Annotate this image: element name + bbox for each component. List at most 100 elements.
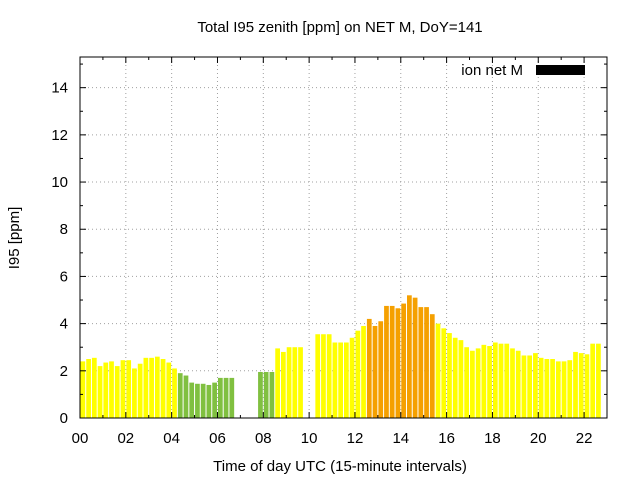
bar	[596, 343, 601, 418]
bar	[195, 383, 200, 418]
x-tick-label: 06	[209, 430, 226, 447]
bar	[447, 333, 452, 418]
bar	[321, 334, 326, 418]
bar	[458, 340, 464, 418]
legend-label: ion net M	[461, 62, 523, 79]
bar	[395, 308, 401, 418]
chart-title: Total I95 zenith [ppm] on NET M, DoY=141	[197, 19, 482, 36]
bar	[166, 362, 172, 418]
bar	[561, 361, 567, 418]
bar	[103, 362, 109, 418]
bar	[183, 375, 189, 418]
bar	[470, 350, 475, 418]
bar	[344, 342, 349, 418]
bar	[441, 328, 447, 418]
x-tick-label: 12	[347, 430, 364, 447]
bar	[361, 325, 366, 418]
x-tick-label: 02	[117, 430, 134, 447]
bar	[452, 337, 458, 418]
bar	[521, 355, 527, 418]
bar	[355, 330, 361, 418]
bar	[429, 314, 435, 418]
bar	[315, 334, 321, 418]
bar	[137, 363, 143, 418]
x-tick-label: 10	[301, 430, 318, 447]
bar	[475, 348, 481, 418]
bar	[258, 371, 263, 418]
bar	[407, 295, 412, 418]
x-tick-label: 04	[163, 430, 180, 447]
x-tick-label: 22	[576, 430, 593, 447]
bar	[573, 351, 578, 418]
y-tick-label: 12	[51, 127, 68, 144]
bar	[498, 343, 504, 418]
bar	[515, 350, 521, 418]
bar	[418, 307, 424, 418]
y-tick-label: 6	[60, 268, 68, 285]
bar	[172, 368, 177, 418]
bar	[189, 382, 195, 418]
bar	[412, 297, 418, 418]
bar	[143, 357, 149, 418]
bar	[280, 351, 286, 418]
bar	[263, 371, 269, 418]
bar	[154, 356, 160, 418]
bar	[120, 360, 126, 418]
x-tick-label: 08	[255, 430, 272, 447]
bar	[200, 383, 206, 418]
x-tick-label: 16	[438, 430, 455, 447]
bar	[269, 371, 275, 418]
bar	[510, 348, 515, 418]
bar	[492, 342, 498, 418]
x-tick-label: 18	[484, 430, 501, 447]
x-axis-label: Time of day UTC (15-minute intervals)	[213, 458, 467, 475]
bar	[378, 321, 384, 418]
bar	[384, 305, 389, 418]
bar	[332, 342, 338, 418]
y-tick-label: 10	[51, 174, 68, 191]
bar	[109, 361, 114, 418]
x-tick-label: 14	[392, 430, 409, 447]
bar	[435, 323, 441, 418]
bar	[97, 366, 103, 418]
y-tick-label: 2	[60, 363, 68, 380]
bar	[401, 303, 407, 418]
y-axis-label: I95 [ppm]	[6, 207, 23, 270]
bar	[149, 357, 154, 418]
bar	[160, 359, 166, 418]
bar	[223, 377, 229, 418]
bar	[338, 342, 343, 418]
bar	[366, 318, 372, 418]
bar	[275, 348, 280, 418]
bar	[91, 357, 97, 418]
bar	[504, 343, 510, 418]
y-tick-label: 8	[60, 221, 68, 238]
bar	[80, 361, 86, 418]
bar	[544, 359, 550, 418]
bar	[555, 361, 561, 418]
y-tick-label: 0	[60, 410, 68, 427]
plot-frame	[79, 56, 608, 419]
bar	[481, 344, 487, 418]
bar	[326, 334, 332, 418]
bar	[114, 366, 120, 418]
bar	[132, 368, 137, 418]
bar	[206, 384, 212, 418]
bar	[538, 357, 544, 418]
bar	[372, 325, 378, 418]
bar	[533, 353, 538, 418]
bar	[126, 360, 132, 418]
bar	[590, 343, 596, 418]
bar	[212, 382, 217, 418]
bar	[292, 347, 298, 418]
bar	[487, 346, 492, 418]
bar	[177, 373, 183, 418]
bar	[217, 377, 223, 418]
bar	[578, 353, 584, 418]
x-tick-label: 00	[72, 430, 89, 447]
bar	[229, 377, 235, 418]
bar	[424, 307, 429, 418]
bar	[550, 359, 555, 418]
